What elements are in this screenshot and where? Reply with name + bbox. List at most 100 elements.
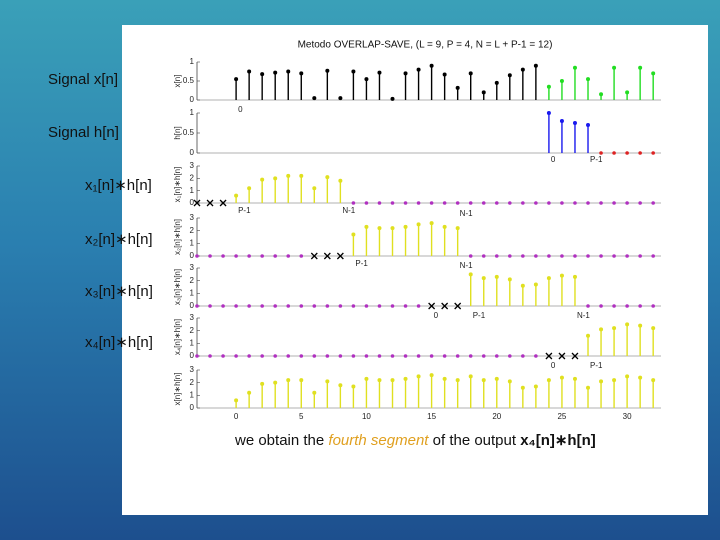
cross-marker <box>545 352 553 360</box>
stem <box>260 177 265 203</box>
stem-head <box>260 381 265 386</box>
stem <box>299 173 304 203</box>
stem-head <box>494 274 499 279</box>
stem <box>273 380 278 408</box>
annotation: 0 <box>551 155 556 164</box>
cross-marker <box>336 252 344 260</box>
stem <box>325 68 330 100</box>
stem <box>546 84 551 100</box>
stem-head <box>559 375 564 380</box>
y-tick-label: 0 <box>190 301 195 310</box>
dot-marker <box>247 354 251 358</box>
dot-marker <box>534 201 538 205</box>
dot-marker <box>534 254 538 258</box>
stem <box>338 383 343 408</box>
stem-head <box>468 374 473 379</box>
stem <box>586 385 591 408</box>
stem-head <box>651 378 656 383</box>
stem-head <box>546 111 551 115</box>
annotation: P-1 <box>473 311 486 320</box>
stem <box>651 378 656 408</box>
dot-marker <box>429 354 434 358</box>
stem <box>494 80 499 100</box>
dot-marker <box>429 201 434 205</box>
dot-marker <box>351 201 356 205</box>
stem-head <box>312 96 317 101</box>
stem <box>312 390 317 408</box>
stem-head <box>234 77 239 82</box>
cross-marker <box>310 252 318 260</box>
dot-marker <box>390 304 395 308</box>
y-tick-label: 3 <box>190 313 195 322</box>
y-tick-label: 2 <box>190 226 195 235</box>
dot-marker <box>234 304 238 308</box>
stem <box>520 67 525 100</box>
stem <box>638 65 643 100</box>
dot-marker <box>260 304 264 308</box>
stem <box>586 77 591 100</box>
y-tick-label: 0 <box>190 95 195 104</box>
annotation: N-1 <box>460 261 473 270</box>
stem-head <box>403 376 408 381</box>
dot-marker <box>195 254 199 258</box>
stem-head <box>390 378 395 383</box>
cross-marker <box>454 302 462 310</box>
stem <box>286 69 291 100</box>
stem-head <box>599 379 604 384</box>
cross-marker <box>558 352 566 360</box>
dot-marker <box>468 201 473 205</box>
stem <box>507 277 512 306</box>
stem <box>312 96 317 101</box>
stem-head <box>586 123 591 127</box>
stem-head <box>247 186 252 191</box>
cross-marker <box>441 302 449 310</box>
stem-head <box>429 373 434 378</box>
stem-head <box>599 327 604 332</box>
dot-marker <box>312 354 317 358</box>
dot-marker <box>599 254 603 258</box>
dot-marker <box>338 354 343 358</box>
dot-marker <box>273 354 278 358</box>
stem <box>520 385 525 408</box>
stem-head <box>625 322 630 327</box>
x-tick-label: 15 <box>427 412 436 421</box>
dot-marker <box>534 354 538 358</box>
stem <box>546 111 551 153</box>
stem <box>507 379 512 408</box>
stem-head <box>625 90 630 95</box>
stem <box>625 322 630 356</box>
stem <box>481 276 486 306</box>
stem-head <box>520 67 525 72</box>
dot-marker <box>234 254 238 258</box>
dot-marker <box>221 304 225 308</box>
dot-marker <box>521 254 525 258</box>
dot-marker <box>312 304 317 308</box>
dot-marker <box>247 304 251 308</box>
dot-marker <box>599 151 603 155</box>
y-axis-label: x[n] <box>173 75 182 88</box>
y-tick-label: 3 <box>190 213 195 222</box>
stem-head <box>572 376 577 381</box>
dot-marker <box>612 254 616 258</box>
y-tick-label: 0.5 <box>183 76 195 85</box>
dot-marker <box>403 201 408 205</box>
stem <box>546 276 551 306</box>
stem-head <box>546 276 551 281</box>
dot-marker <box>651 201 655 205</box>
stem-head <box>364 77 369 82</box>
dot-marker <box>547 254 551 258</box>
stem <box>273 70 278 100</box>
dot-marker <box>586 254 590 258</box>
annotation: P-1 <box>590 155 603 164</box>
stem-head <box>234 193 239 198</box>
stem-head <box>299 173 304 178</box>
stem <box>651 326 656 356</box>
stem <box>312 186 317 203</box>
stem <box>247 69 252 100</box>
cross-marker <box>428 302 436 310</box>
dot-marker <box>494 354 499 358</box>
stem <box>481 378 486 408</box>
cross-marker <box>206 199 214 207</box>
stem-head <box>338 383 343 388</box>
